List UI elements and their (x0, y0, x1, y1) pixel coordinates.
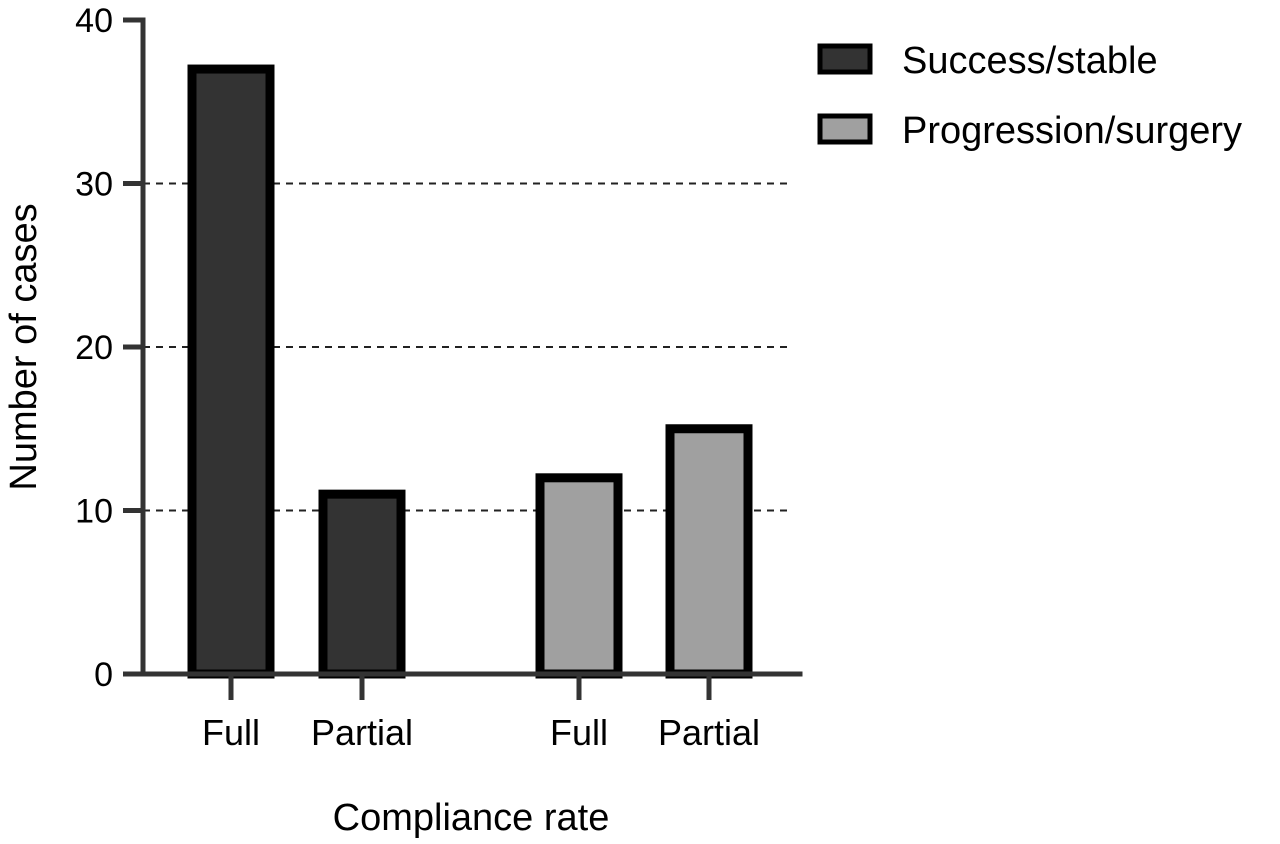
y-tick-label-20: 20 (75, 329, 113, 367)
x-tick-label-full: Full (202, 712, 260, 753)
legend-swatch-progression-surgery (817, 113, 873, 145)
x-tick-label-full: Full (550, 712, 608, 753)
bar-progression-surgery-partial (665, 424, 753, 679)
y-axis-title: Number of cases (3, 203, 45, 490)
x-tick-label-partial: Partial (658, 712, 760, 753)
y-tick-label-40: 40 (75, 2, 113, 40)
y-tick-label-10: 10 (75, 493, 113, 531)
bar-success-stable-full (187, 64, 275, 679)
legend-label-success-stable: Success/stable (902, 40, 1158, 82)
bar-progression-surgery-full (535, 473, 623, 679)
legend-label-progression-surgery: Progression/surgery (902, 110, 1242, 152)
axis-layer (123, 17, 803, 700)
y-tick-label-0: 0 (94, 656, 113, 694)
x-axis-title: Compliance rate (333, 797, 610, 839)
legend: Success/stable Progression/surgery (817, 40, 1242, 152)
label-layer: 0 10 20 30 40 Full Partial Full Partial (75, 2, 760, 753)
bar-layer (187, 64, 753, 679)
y-tick-label-30: 30 (75, 166, 113, 204)
legend-swatch-success-stable (817, 43, 873, 75)
x-tick-label-partial: Partial (311, 712, 413, 753)
bar-success-stable-partial (318, 489, 406, 679)
